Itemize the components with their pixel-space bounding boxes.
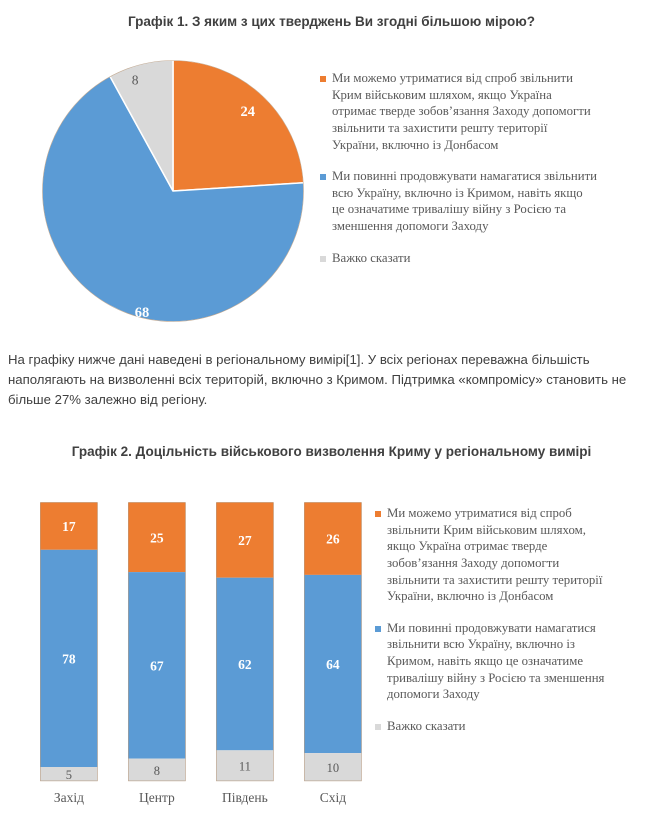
svg-text:24: 24 — [240, 104, 255, 120]
svg-text:Центр: Центр — [139, 790, 175, 805]
svg-text:11: 11 — [239, 760, 251, 774]
svg-text:26: 26 — [326, 532, 340, 547]
svg-text:8: 8 — [132, 73, 139, 88]
svg-text:5: 5 — [66, 768, 72, 782]
svg-text:68: 68 — [135, 305, 150, 321]
svg-text:27: 27 — [238, 533, 252, 548]
svg-text:Захід: Захід — [54, 790, 84, 805]
svg-text:25: 25 — [150, 530, 164, 545]
svg-text:Південь: Південь — [222, 790, 268, 805]
svg-text:17: 17 — [62, 519, 76, 534]
svg-text:67: 67 — [150, 658, 164, 673]
svg-text:62: 62 — [238, 657, 252, 672]
svg-text:Схід: Схід — [320, 790, 347, 805]
svg-text:64: 64 — [326, 657, 340, 672]
svg-text:78: 78 — [62, 652, 76, 667]
svg-text:8: 8 — [154, 764, 160, 778]
svg-text:10: 10 — [327, 761, 340, 775]
